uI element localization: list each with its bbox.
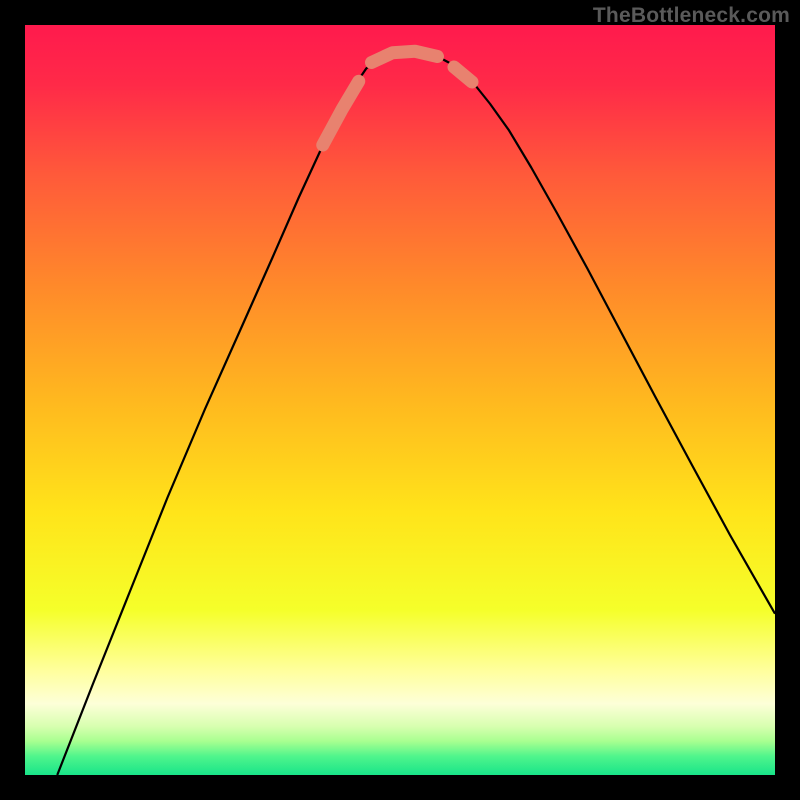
watermark-label: TheBottleneck.com — [593, 4, 790, 28]
chart-background — [25, 25, 775, 775]
plot-area — [25, 25, 775, 775]
chart-frame: TheBottleneck.com — [0, 0, 800, 800]
chart-svg — [25, 25, 775, 775]
